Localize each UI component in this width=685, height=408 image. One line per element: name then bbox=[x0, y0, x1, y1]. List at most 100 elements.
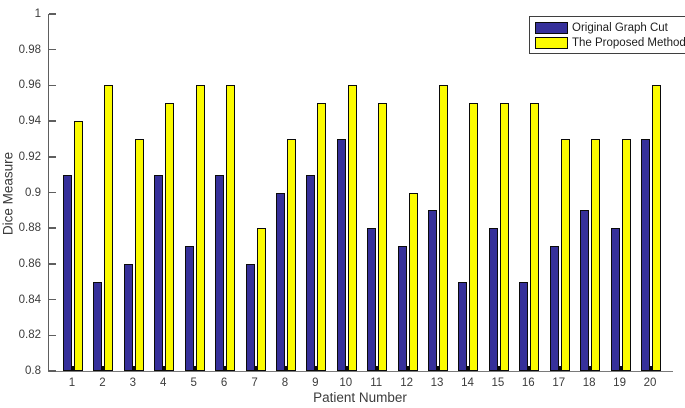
x-tick-label: 6 bbox=[220, 377, 228, 389]
bar bbox=[195, 85, 205, 371]
y-tick-label: 0.8 bbox=[25, 365, 41, 377]
y-tick-label: 0.88 bbox=[18, 222, 41, 235]
bar bbox=[93, 281, 103, 371]
bar bbox=[154, 174, 164, 371]
bar bbox=[652, 85, 661, 371]
bar bbox=[439, 85, 449, 371]
x-tick-label: 5 bbox=[190, 377, 197, 389]
bar bbox=[74, 121, 83, 371]
bar bbox=[123, 263, 133, 371]
bar bbox=[347, 85, 357, 371]
bar bbox=[397, 246, 407, 371]
x-tick-label: 3 bbox=[129, 377, 137, 389]
legend-item-proposed-method: The Proposed Method bbox=[535, 35, 685, 50]
bar bbox=[469, 103, 479, 371]
x-tick-mark bbox=[650, 366, 652, 371]
bar bbox=[104, 85, 114, 371]
x-tick-mark bbox=[437, 366, 440, 371]
y-tick-mark bbox=[49, 48, 56, 51]
legend-item-original-graph-cut: Original Graph Cut bbox=[535, 20, 685, 35]
bar bbox=[408, 192, 418, 371]
bar bbox=[591, 138, 601, 371]
legend: Original Graph Cut The Proposed Method bbox=[529, 16, 685, 54]
x-tick-mark bbox=[467, 366, 470, 371]
y-tick-label: 0.98 bbox=[18, 43, 41, 56]
x-tick-mark bbox=[132, 366, 135, 371]
y-tick-label: 0.96 bbox=[18, 79, 41, 92]
plot-area bbox=[48, 13, 673, 372]
bar bbox=[580, 210, 590, 371]
y-tick-mark bbox=[49, 191, 56, 194]
bar bbox=[134, 138, 144, 371]
y-tick-mark bbox=[49, 156, 56, 158]
y-tick-label: 0.82 bbox=[18, 329, 41, 342]
legend-swatch-original-graph-cut bbox=[535, 21, 568, 34]
bar bbox=[610, 228, 620, 371]
x-tick-label: 14 bbox=[461, 377, 474, 389]
bar bbox=[641, 138, 650, 371]
bar bbox=[458, 281, 468, 371]
x-tick-mark bbox=[406, 366, 409, 371]
y-tick-mark bbox=[49, 227, 56, 229]
legend-label-original-graph-cut: Original Graph Cut bbox=[572, 21, 668, 34]
x-tick-mark bbox=[72, 366, 74, 371]
x-axis-label: Patient Number bbox=[313, 390, 407, 405]
x-tick-label: 7 bbox=[251, 377, 258, 389]
x-tick-label: 13 bbox=[430, 377, 444, 389]
bar bbox=[519, 281, 529, 371]
x-tick-label: 10 bbox=[339, 377, 353, 389]
x-tick-label: 2 bbox=[99, 377, 106, 389]
x-tick-mark bbox=[284, 366, 287, 371]
bar bbox=[245, 263, 255, 371]
x-tick-mark bbox=[193, 366, 196, 371]
y-axis-label: Dice Measure bbox=[0, 151, 16, 236]
x-tick-label: 18 bbox=[582, 377, 596, 389]
x-tick-mark bbox=[558, 366, 561, 371]
bar bbox=[286, 138, 296, 371]
y-tick-label: 0.9 bbox=[25, 186, 41, 199]
y-tick-mark bbox=[49, 120, 56, 122]
x-tick-mark bbox=[102, 366, 105, 371]
x-tick-mark bbox=[315, 366, 318, 371]
bar bbox=[317, 103, 327, 371]
bar bbox=[428, 210, 438, 371]
bar bbox=[226, 85, 236, 371]
bar bbox=[165, 103, 175, 371]
x-tick-mark bbox=[224, 366, 227, 371]
x-tick-label: 9 bbox=[312, 377, 319, 389]
x-tick-mark bbox=[528, 366, 531, 371]
x-tick-mark bbox=[376, 366, 379, 371]
bar bbox=[306, 174, 316, 371]
legend-label-proposed-method: The Proposed Method bbox=[572, 36, 685, 49]
bar bbox=[63, 174, 72, 371]
x-tick-label: 20 bbox=[643, 377, 657, 389]
x-tick-label: 19 bbox=[613, 377, 626, 389]
x-tick-mark bbox=[497, 366, 500, 371]
x-tick-mark bbox=[163, 366, 166, 371]
bar bbox=[378, 103, 388, 371]
x-tick-label: 12 bbox=[400, 377, 414, 389]
y-tick-label: 0.86 bbox=[18, 257, 41, 270]
y-tick-mark bbox=[49, 84, 56, 87]
bar bbox=[184, 246, 194, 371]
x-tick-label: 15 bbox=[491, 377, 505, 389]
x-tick-mark bbox=[589, 366, 592, 371]
x-tick-label: 16 bbox=[521, 377, 535, 389]
bar bbox=[549, 246, 559, 371]
bar bbox=[215, 174, 225, 371]
y-tick-mark bbox=[49, 263, 56, 265]
x-tick-label: 17 bbox=[552, 377, 566, 389]
bar bbox=[367, 228, 377, 371]
y-tick-mark bbox=[49, 334, 56, 337]
y-tick-mark bbox=[49, 298, 56, 301]
x-tick-label: 4 bbox=[160, 377, 167, 389]
x-tick-mark bbox=[619, 366, 622, 371]
bar bbox=[560, 138, 570, 371]
y-tick-label: 0.94 bbox=[18, 115, 41, 128]
y-tick-mark bbox=[49, 13, 56, 15]
y-tick-label: 1 bbox=[34, 8, 41, 20]
bar bbox=[275, 192, 285, 371]
x-tick-mark bbox=[254, 366, 257, 371]
bar bbox=[530, 103, 540, 371]
